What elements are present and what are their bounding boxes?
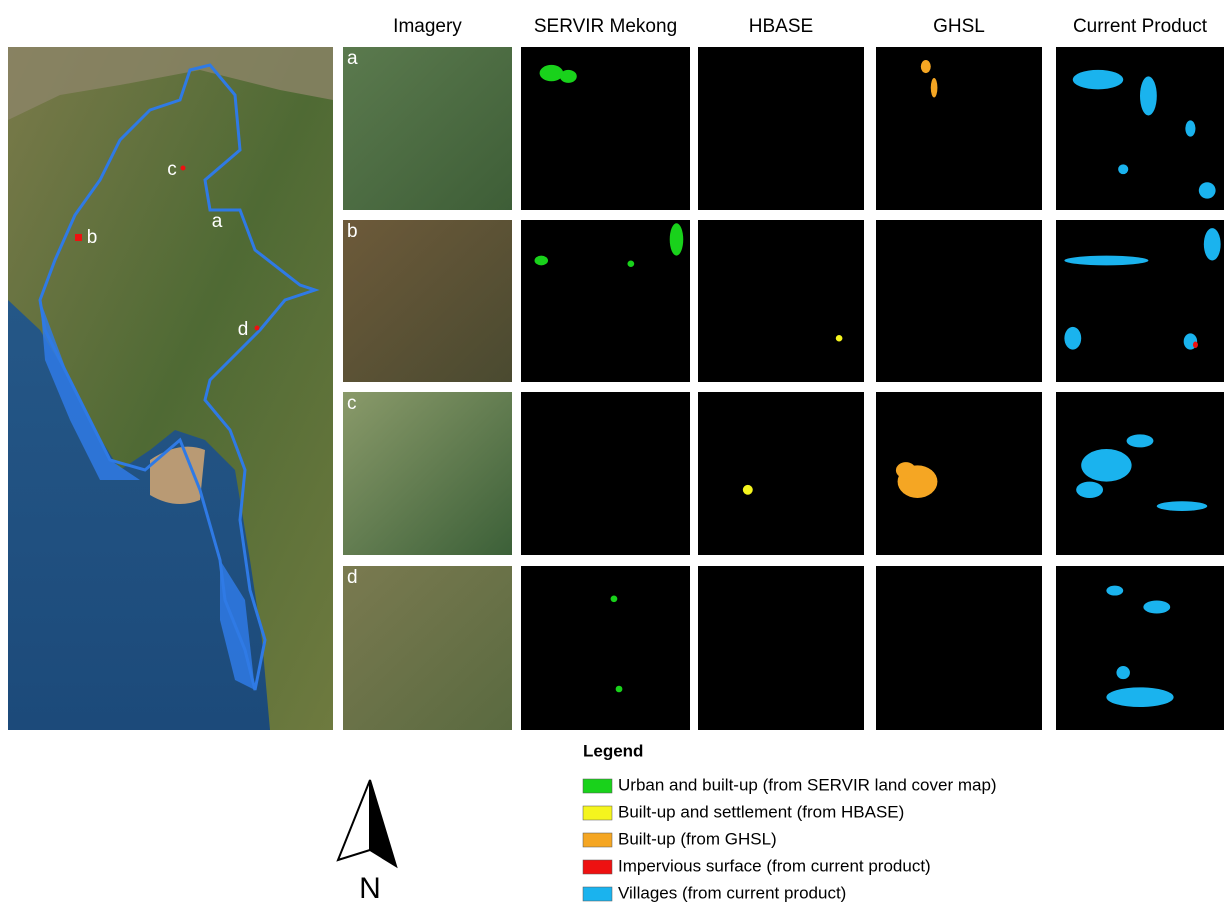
overview-map	[8, 47, 333, 730]
map-feature	[1118, 164, 1128, 174]
legend-label: Built-up (from GHSL)	[618, 829, 777, 848]
map-label: d	[238, 319, 249, 340]
map-feature	[560, 70, 577, 83]
map-feature	[611, 596, 618, 603]
legend-swatch	[583, 806, 612, 820]
map-feature	[1106, 586, 1123, 596]
legend-label: Villages (from current product)	[618, 883, 846, 902]
map-feature	[1157, 501, 1207, 511]
map-feature	[1199, 182, 1216, 198]
row-label: b	[347, 221, 358, 242]
map-feature	[1064, 256, 1148, 266]
north-label: N	[359, 872, 381, 905]
map-feature	[1081, 449, 1131, 482]
map-feature	[1204, 228, 1221, 260]
map-feature	[921, 60, 931, 73]
map-feature	[1193, 342, 1198, 348]
legend-swatch	[583, 779, 612, 793]
column-header: SERVIR Mekong	[534, 16, 677, 37]
map-feature	[931, 78, 938, 98]
map-feature	[540, 65, 564, 81]
legend-title: Legend	[583, 741, 643, 760]
map-feature	[616, 686, 623, 693]
map-feature	[836, 335, 843, 341]
map-feature	[1185, 120, 1195, 136]
map-feature	[896, 462, 916, 478]
map-label: a	[212, 211, 223, 232]
column-header: Imagery	[393, 16, 462, 37]
column-header: Current Product	[1073, 16, 1208, 37]
row-label: a	[347, 48, 358, 69]
map-feature	[1073, 70, 1123, 90]
map-feature	[670, 223, 684, 255]
map-feature	[743, 485, 753, 495]
legend-label: Impervious surface (from current product…	[618, 856, 931, 875]
map-panel	[698, 220, 864, 382]
map-feature	[1106, 687, 1173, 707]
map-feature	[627, 261, 634, 267]
row-label: c	[347, 393, 357, 414]
map-feature	[535, 256, 549, 266]
map-feature	[1140, 76, 1157, 115]
legend-label: Urban and built-up (from SERVIR land cov…	[618, 775, 997, 794]
map-panel	[698, 566, 864, 730]
legend-swatch	[583, 887, 612, 901]
legend-swatch	[583, 860, 612, 874]
map-label: c	[167, 159, 177, 180]
map-panel	[521, 220, 690, 382]
map-panel	[521, 392, 690, 555]
column-header: GHSL	[933, 16, 985, 37]
imagery-panel	[343, 47, 512, 210]
row-label: d	[347, 567, 358, 588]
imagery-panel	[343, 220, 512, 382]
map-feature	[1116, 666, 1129, 679]
imagery-panel	[343, 392, 512, 555]
figure: N Legend Imagery SERVIR Mekong HBASE GHSL Cu…	[0, 0, 1231, 912]
map-feature	[1064, 327, 1081, 350]
map-panel	[876, 566, 1042, 730]
map-panel	[1056, 220, 1224, 382]
north-arrow: N	[338, 780, 396, 905]
legend-label: Built-up and settlement (from HBASE)	[618, 802, 904, 821]
map-panel	[521, 566, 690, 730]
map-label: b	[87, 227, 98, 248]
column-header: HBASE	[749, 16, 813, 37]
map-panel	[1056, 392, 1224, 555]
map-panel	[876, 47, 1042, 210]
map-panel	[876, 220, 1042, 382]
legend-swatch	[583, 833, 612, 847]
map-panel	[1056, 47, 1224, 210]
map-feature	[1076, 482, 1103, 498]
imagery-panel	[343, 566, 512, 730]
map-feature	[1127, 434, 1154, 447]
map-panel	[698, 392, 864, 555]
map-panel	[698, 47, 864, 210]
map-feature	[1143, 600, 1170, 613]
